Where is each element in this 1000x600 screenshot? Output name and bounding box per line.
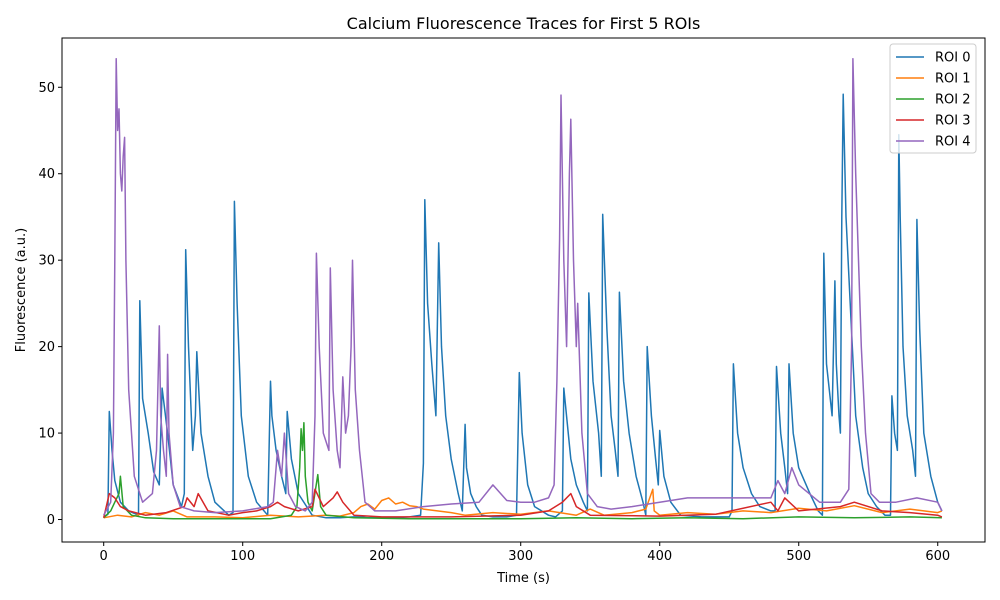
legend-label: ROI 3 — [935, 114, 971, 129]
y-tick-label: 20 — [38, 340, 55, 355]
legend-label: ROI 1 — [935, 72, 971, 87]
legend-label: ROI 0 — [935, 51, 971, 66]
chart-title: Calcium Fluorescence Traces for First 5 … — [347, 14, 701, 33]
x-axis-label: Time (s) — [496, 571, 550, 586]
y-tick-label: 30 — [38, 254, 55, 269]
legend: ROI 0 ROI 1 ROI 2 ROI 3 ROI 4 — [890, 44, 976, 153]
y-tick-label: 10 — [38, 427, 55, 442]
y-axis-label: Fluorescence (a.u.) — [14, 228, 29, 352]
y-tick-label: 40 — [38, 167, 55, 182]
x-tick-label: 600 — [925, 549, 950, 564]
x-tick-label: 100 — [230, 549, 255, 564]
y-tick-label: 0 — [47, 513, 55, 528]
legend-label: ROI 2 — [935, 93, 971, 108]
x-tick-label: 200 — [369, 549, 394, 564]
legend-label: ROI 4 — [935, 135, 971, 150]
x-tick-label: 300 — [508, 549, 533, 564]
y-tick-label: 50 — [38, 81, 55, 96]
x-tick-label: 0 — [100, 549, 108, 564]
x-tick-label: 400 — [647, 549, 672, 564]
x-tick-label: 500 — [786, 549, 811, 564]
